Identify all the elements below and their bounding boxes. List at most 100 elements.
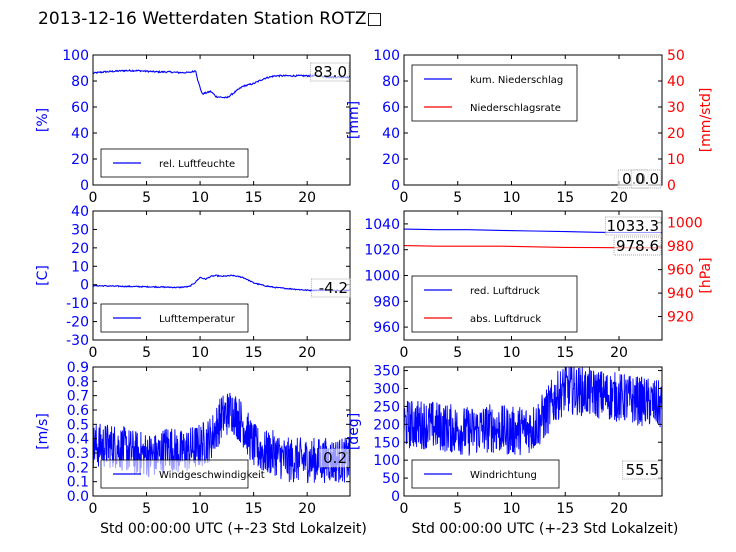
pressure-y2-tick-label: 960 <box>667 263 694 279</box>
windspeed-x-axis-label: Std 00:00:00 UTC (+-23 Std Lokalzeit) <box>100 521 367 537</box>
pressure-x-tick-label: 5 <box>453 345 462 361</box>
humidity-y-axis-label: [%] <box>35 108 51 132</box>
precip-y-tick-label: 80 <box>382 74 400 90</box>
temperature-y-tick-label: 0 <box>80 278 89 294</box>
winddir-y-tick-label: 200 <box>373 417 400 433</box>
precip-y2-tick-label: 10 <box>667 152 685 168</box>
precip-y2-tick-label: 50 <box>667 48 685 64</box>
precip-y-tick-label: 0 <box>391 178 400 194</box>
precip-y2-tick-label: 30 <box>667 100 685 116</box>
winddir-y-tick-label: 100 <box>373 453 400 469</box>
windspeed-axes-frame <box>92 366 351 497</box>
temperature-x-tick-label: 20 <box>298 345 316 361</box>
pressure-legend-label-0: red. Luftdruck <box>470 286 540 297</box>
temperature-y-tick-label: 40 <box>71 204 89 220</box>
winddir-x-axis-label: Std 00:00:00 UTC (+-23 Std Lokalzeit) <box>412 521 679 537</box>
windspeed-y-tick-label: 0.1 <box>67 475 89 491</box>
pressure-value-box-2-box <box>613 236 662 256</box>
page-title: 2013-12-16 Wetterdaten Station ROTZ□ <box>38 9 383 29</box>
pressure-y2-axis-label: [hPa] <box>698 257 714 293</box>
windspeed-y-tick-label: 0.3 <box>67 446 89 462</box>
humidity-x-tick-label: 10 <box>191 190 209 206</box>
temperature-y-tick-label: 10 <box>71 259 89 275</box>
winddir-legend-label-0: Windrichtung <box>470 470 537 481</box>
pressure-y-tick-label: 1040 <box>364 217 400 233</box>
windspeed-x-tick-label: 5 <box>142 501 151 517</box>
windspeed-value-box-box <box>318 448 350 468</box>
humidity-y-tick-label: 20 <box>71 152 89 168</box>
pressure-y-tick-label: 1020 <box>364 243 400 259</box>
precip-value-box-2: 0.0 <box>635 170 659 188</box>
winddir-y-axis-label: [deg] <box>346 413 362 450</box>
temperature-axes-frame <box>92 210 351 341</box>
winddir-y-tick-label: 350 <box>373 364 400 380</box>
winddir-y-tick-label: 300 <box>373 382 400 398</box>
pressure-value-box: 1033.3 <box>607 217 660 235</box>
humidity-y-tick-label: 0 <box>80 178 89 194</box>
humidity-x-tick-label: 20 <box>298 190 316 206</box>
windspeed-y-tick-label: 0.8 <box>67 374 89 390</box>
winddir-x-tick-label: 10 <box>503 501 521 517</box>
pressure-legend-label-1: abs. Luftdruck <box>470 314 541 325</box>
windspeed-x-tick-label: 10 <box>191 501 209 517</box>
precip-x-tick-label: 15 <box>556 190 574 206</box>
temperature-y-tick-label: 20 <box>71 241 89 257</box>
pressure-y2-tick-label: 920 <box>667 310 694 326</box>
precip-y2-axis-label: [mm/std] <box>698 88 714 153</box>
precip-x-tick-label: 10 <box>503 190 521 206</box>
winddir-y-tick-label: 150 <box>373 435 400 451</box>
precip-value-box-2-box <box>630 169 662 189</box>
temperature-value-box-box <box>311 278 351 298</box>
temperature-series-line-0 <box>93 274 350 292</box>
precip-y-tick-label: 40 <box>382 126 400 142</box>
pressure-x-tick-label: 0 <box>400 345 409 361</box>
precip-x-tick-label: 20 <box>610 190 628 206</box>
precip-x-tick-label: 5 <box>453 190 462 206</box>
pressure-y-tick-label: 960 <box>373 320 400 336</box>
winddir-value-box: 55.5 <box>626 461 659 479</box>
temperature-x-tick-label: 15 <box>245 345 263 361</box>
temperature-x-tick-label: 0 <box>89 345 98 361</box>
humidity-value-box: 83.0 <box>314 63 347 81</box>
humidity-y-tick-label: 100 <box>62 48 89 64</box>
precip-y2-tick-label: 0 <box>667 178 676 194</box>
humidity-y-tick-label: 60 <box>71 100 89 116</box>
winddir-value-box-box <box>622 460 662 480</box>
precip-y2-tick-label: 40 <box>667 74 685 90</box>
pressure-y-tick-label: 980 <box>373 294 400 310</box>
pressure-x-tick-label: 20 <box>610 345 628 361</box>
precip-legend-label-0: kum. Niederschlag <box>470 75 563 86</box>
humidity-x-tick-label: 15 <box>245 190 263 206</box>
pressure-y2-tick-label: 1000 <box>667 216 703 232</box>
pressure-y2-tick-label: 940 <box>667 286 694 302</box>
winddir-series-line-0 <box>404 367 662 456</box>
precip-x-tick-label: 0 <box>400 190 409 206</box>
pressure-x-tick-label: 10 <box>503 345 521 361</box>
windspeed-y-axis-label: [m/s] <box>35 413 51 450</box>
pressure-legend-box <box>411 275 578 333</box>
precip-y-tick-label: 100 <box>373 48 400 64</box>
temperature-value-box: -4.2 <box>319 279 348 297</box>
precip-y2-tick-label: 20 <box>667 126 685 142</box>
temperature-x-tick-label: 5 <box>142 345 151 361</box>
pressure-value-box-box <box>604 216 662 236</box>
windspeed-series-line-0 <box>93 392 350 484</box>
precip-legend-label-1: Niederschlagsrate <box>470 103 561 114</box>
humidity-y-tick-label: 40 <box>71 126 89 142</box>
humidity-legend-label-0: rel. Luftfeuchte <box>159 159 235 170</box>
winddir-y-tick-label: 0 <box>391 489 400 505</box>
temperature-y-tick-label: -10 <box>66 296 89 312</box>
pressure-y2-tick-label: 980 <box>667 239 694 255</box>
windspeed-y-tick-label: 0.0 <box>67 489 89 505</box>
windspeed-y-tick-label: 0.9 <box>67 360 89 376</box>
humidity-value-box-box <box>310 62 350 82</box>
windspeed-y-tick-label: 0.6 <box>67 403 89 419</box>
windspeed-x-tick-label: 15 <box>245 501 263 517</box>
windspeed-x-tick-label: 20 <box>298 501 316 517</box>
precip-y-tick-label: 60 <box>382 100 400 116</box>
windspeed-x-tick-label: 0 <box>89 501 98 517</box>
precip-legend-box <box>411 64 578 122</box>
winddir-y-tick-label: 250 <box>373 399 400 415</box>
windspeed-y-tick-label: 0.5 <box>67 417 89 433</box>
